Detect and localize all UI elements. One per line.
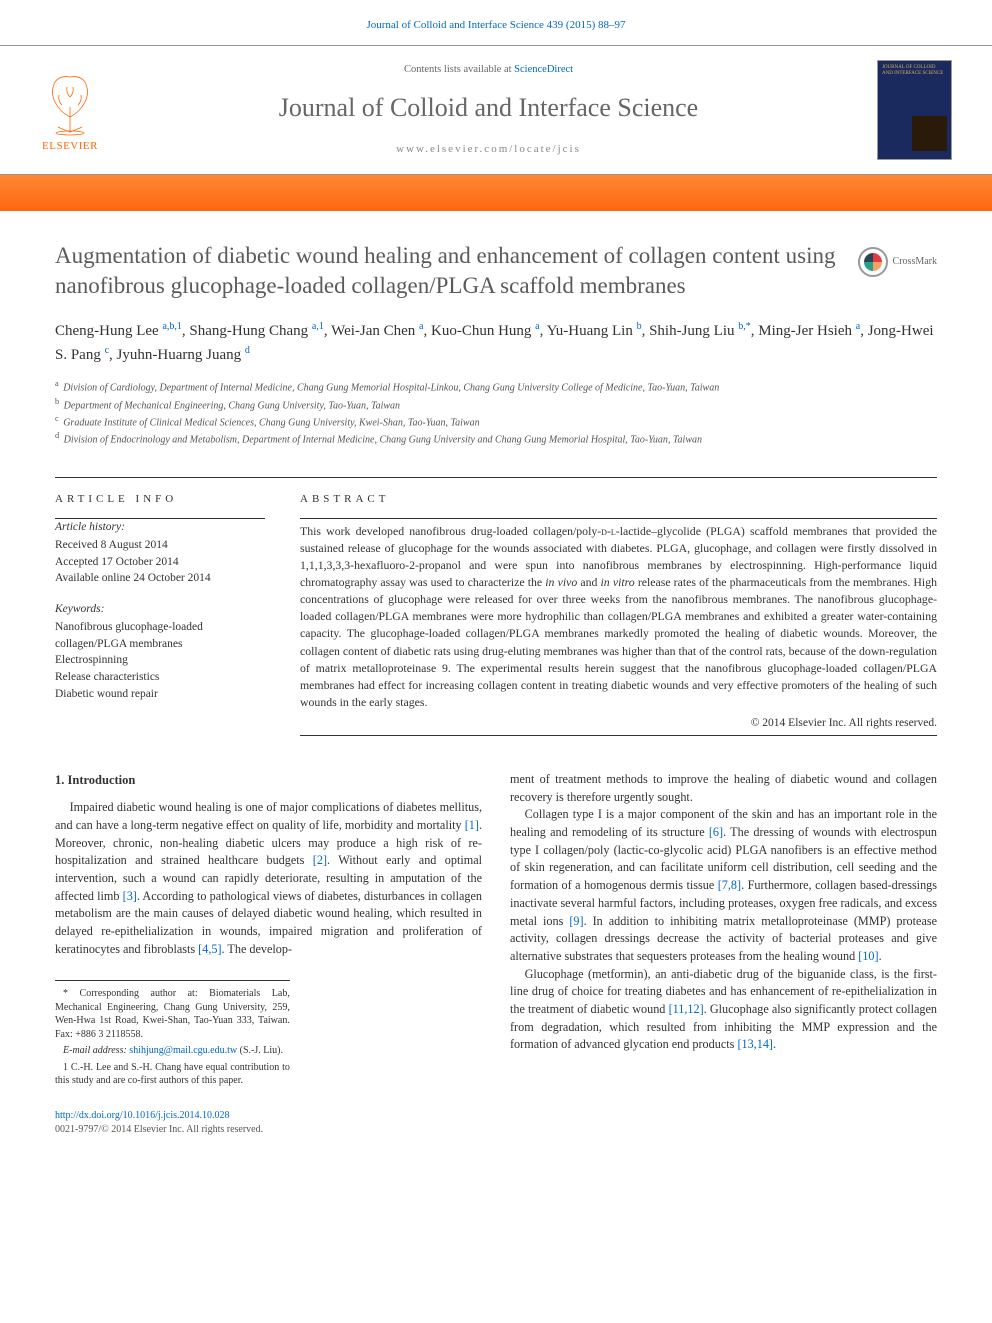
reference-link[interactable]: [11,12] [669,1002,704,1016]
article-info-heading: article info [55,492,265,507]
page-footer: http://dx.doi.org/10.1016/j.jcis.2014.10… [55,1109,937,1137]
contents-prefix: Contents lists available at [404,64,514,75]
author: Ming-Jer Hsieh a [758,323,860,339]
footnotes: * Corresponding author at: Biomaterials … [55,980,290,1088]
reference-link[interactable]: [7,8] [718,878,741,892]
author-affil-sup[interactable]: d [245,345,250,356]
email-label: E-mail address: [63,1045,129,1056]
journal-header: ELSEVIER Contents lists available at Sci… [0,45,992,175]
history-item: Accepted 17 October 2014 [55,554,265,571]
keywords-label: Keywords: [55,601,265,617]
crossmark-badge[interactable]: CrossMark [858,247,937,277]
cover-title-text: JOURNAL OF COLLOID AND INTERFACE SCIENCE [878,61,951,80]
reference-link[interactable]: [13,14] [737,1037,773,1051]
corresponding-author-note: * Corresponding author at: Biomaterials … [55,987,290,1041]
reference-link[interactable]: [4,5] [198,942,221,956]
keyword-item: Diabetic wound repair [55,686,265,703]
author: Kuo-Chun Hung a [431,323,540,339]
crossmark-icon [858,247,888,277]
affiliation: c Graduate Institute of Clinical Medical… [55,413,937,430]
elsevier-name: ELSEVIER [42,139,98,154]
abstract-text: This work developed nanofibrous drug-loa… [300,523,937,711]
elsevier-tree-icon [40,67,100,137]
email-suffix: (S.-J. Liu). [237,1045,283,1056]
email-note: E-mail address: shihjung@mail.cgu.edu.tw… [55,1044,290,1058]
reference-link[interactable]: [10] [858,949,878,963]
email-link[interactable]: shihjung@mail.cgu.edu.tw [129,1045,237,1056]
journal-header-center: Contents lists available at ScienceDirec… [100,63,877,157]
keyword-item: Nanofibrous glucophage-loaded collagen/P… [55,619,265,652]
history-item: Received 8 August 2014 [55,537,265,554]
contents-available-line: Contents lists available at ScienceDirec… [120,63,857,78]
article-info-column: article info Article history: Received 8… [55,478,265,736]
title-row: Augmentation of diabetic wound healing a… [55,241,937,301]
author-affil-sup[interactable]: a [535,321,539,332]
cover-image-icon [912,116,947,151]
elsevier-logo[interactable]: ELSEVIER [40,67,100,154]
author-affil-sup[interactable]: a,b,1 [162,321,181,332]
journal-homepage[interactable]: www.elsevier.com/locate/jcis [120,142,857,157]
reference-link[interactable]: [3] [123,889,137,903]
body-paragraph: Impaired diabetic wound healing is one o… [55,799,482,958]
author-affil-sup[interactable]: a [856,321,860,332]
body-two-column: 1. Introduction Impaired diabetic wound … [55,771,937,1091]
body-paragraph: Glucophage (metformin), an anti-diabetic… [510,966,937,1054]
reference-link[interactable]: [6] [709,825,723,839]
keyword-item: Release characteristics [55,669,265,686]
body-column-right: ment of treatment methods to improve the… [510,771,937,1091]
author-affil-sup[interactable]: a,1 [312,321,324,332]
body-paragraph: ment of treatment methods to improve the… [510,771,937,806]
affiliation: d Division of Endocrinology and Metaboli… [55,430,937,447]
reference-link[interactable]: [1] [465,818,479,832]
equal-contribution-note: 1 C.-H. Lee and S.-H. Chang have equal c… [55,1061,290,1088]
doi-link[interactable]: http://dx.doi.org/10.1016/j.jcis.2014.10… [55,1110,230,1121]
reference-link[interactable]: [9] [569,914,583,928]
divider [300,518,937,519]
affiliation: a Division of Cardiology, Department of … [55,378,937,395]
orange-divider-bar [0,175,992,211]
divider [300,735,937,736]
author: Cheng-Hung Lee a,b,1 [55,323,182,339]
body-column-left: 1. Introduction Impaired diabetic wound … [55,771,482,1091]
author: Wei-Jan Chen a [331,323,423,339]
citation-link[interactable]: Journal of Colloid and Interface Science… [366,19,625,31]
abstract-copyright: © 2014 Elsevier Inc. All rights reserved… [300,715,937,731]
author: Yu-Huang Lin b [547,323,642,339]
info-abstract-row: article info Article history: Received 8… [55,477,937,736]
author-affil-sup[interactable]: b,* [738,321,751,332]
author: Shih-Jung Liu b,* [649,323,751,339]
author-affil-sup[interactable]: a [419,321,423,332]
abstract-heading: abstract [300,492,937,507]
reference-link[interactable]: [2] [313,853,327,867]
sciencedirect-link[interactable]: ScienceDirect [514,64,573,75]
affiliation: b Department of Mechanical Engineering, … [55,396,937,413]
affiliations-list: a Division of Cardiology, Department of … [55,378,937,447]
history-label: Article history: [55,519,265,535]
author-affil-sup[interactable]: b [637,321,642,332]
authors-list: Cheng-Hung Lee a,b,1, Shang-Hung Chang a… [55,319,937,366]
section-1-heading: 1. Introduction [55,771,482,789]
abstract-column: abstract This work developed nanofibrous… [300,478,937,736]
history-item: Available online 24 October 2014 [55,570,265,587]
article-title: Augmentation of diabetic wound healing a… [55,241,838,301]
article-content: Augmentation of diabetic wound healing a… [0,211,992,1156]
body-paragraph: Collagen type I is a major component of … [510,806,937,965]
author: Shang-Hung Chang a,1 [189,323,323,339]
journal-cover-thumbnail[interactable]: JOURNAL OF COLLOID AND INTERFACE SCIENCE [877,60,952,160]
issn-copyright: 0021-9797/© 2014 Elsevier Inc. All right… [55,1124,263,1135]
keyword-item: Electrospinning [55,652,265,669]
citation-header: Journal of Colloid and Interface Science… [0,0,992,45]
crossmark-label: CrossMark [893,255,937,269]
author-affil-sup[interactable]: c [105,345,109,356]
journal-name: Journal of Colloid and Interface Science [120,90,857,126]
author: Jyuhn-Huarng Juang d [117,347,250,363]
